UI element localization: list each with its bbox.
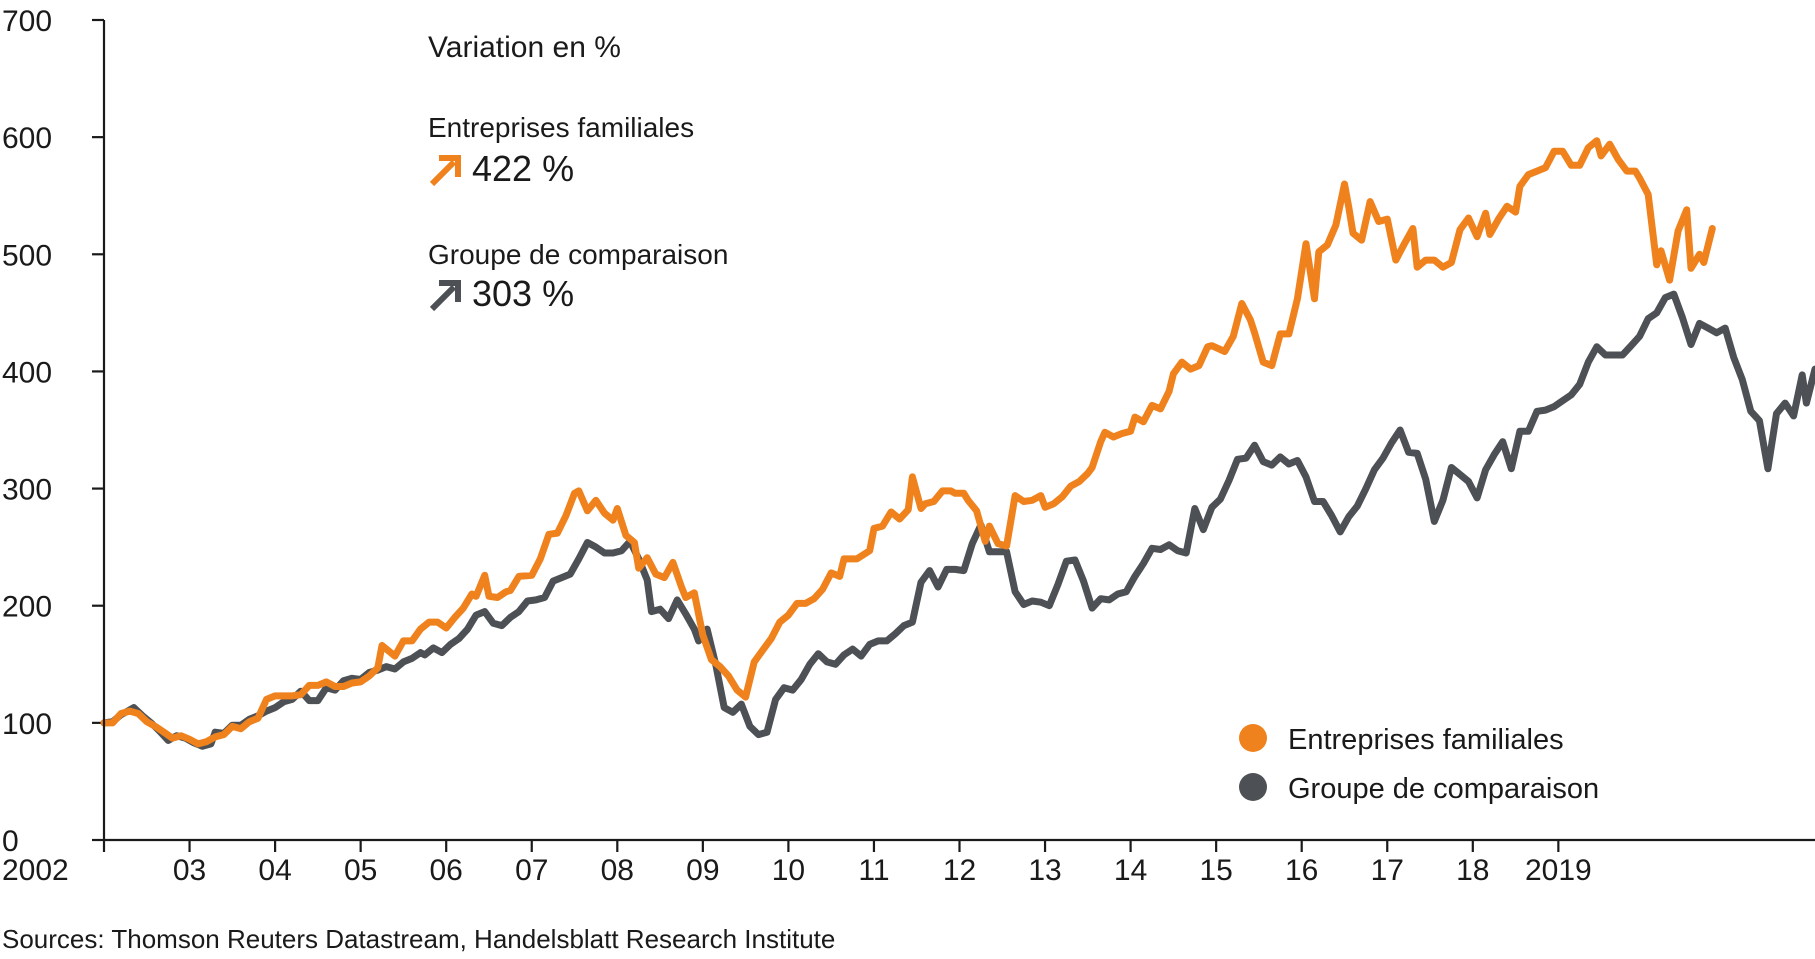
legend-marker-comparison <box>1239 773 1267 801</box>
x-tick-label: 11 <box>858 854 889 887</box>
x-tick-label: 18 <box>1456 854 1489 887</box>
x-tick-label: 07 <box>515 854 548 887</box>
y-tick-label: 300 <box>2 474 52 507</box>
x-tick-label: 12 <box>943 854 976 887</box>
series-line-family <box>100 137 1716 748</box>
x-tick-label: 16 <box>1285 854 1318 887</box>
x-tick-label: 13 <box>1028 854 1061 887</box>
comparison-label: Groupe de comparaison <box>428 239 728 270</box>
y-tick-label: 0 <box>2 825 19 858</box>
y-tick-label: 200 <box>2 591 52 624</box>
legend-marker-family <box>1239 724 1267 752</box>
legend-label-family: Entreprises familiales <box>1288 724 1564 756</box>
x-tick-label: 05 <box>344 854 377 887</box>
source-note: Sources: Thomson Reuters Datastream, Han… <box>2 924 836 954</box>
x-tick-label: 04 <box>258 854 291 887</box>
x-tick-label: 15 <box>1199 854 1232 887</box>
y-tick-label: 500 <box>2 239 52 272</box>
x-tick-label: 09 <box>686 854 719 887</box>
y-tick-label: 400 <box>2 356 52 389</box>
legend-label-comparison: Groupe de comparaison <box>1288 773 1599 805</box>
arrow-up-right-icon <box>429 155 461 187</box>
x-tick-label: 10 <box>772 854 805 887</box>
x-tick-label: 2002 <box>2 854 69 887</box>
y-tick-label: 700 <box>2 5 52 38</box>
y-tick-label: 100 <box>2 708 52 741</box>
x-tick-label: 14 <box>1114 854 1147 887</box>
x-tick-label: 08 <box>601 854 634 887</box>
comparison-change-value: 303 % <box>472 273 574 314</box>
x-tick-label: 2019 <box>1525 854 1592 887</box>
x-tick-label: 03 <box>173 854 206 887</box>
x-tick-label: 17 <box>1371 854 1404 887</box>
family-label: Entreprises familiales <box>428 112 694 143</box>
x-tick-label: 06 <box>430 854 463 887</box>
y-axis-ticks: 0 100 200 300 400 500 600 700 <box>2 5 104 858</box>
chart-heading: Variation en % <box>428 31 621 64</box>
legend: Entreprises familiales Groupe de compara… <box>1239 724 1599 805</box>
y-tick-label: 600 <box>2 122 52 155</box>
family-change-value: 422 % <box>472 148 574 189</box>
series-line-comparison <box>100 290 1815 750</box>
series-lines <box>100 137 1815 750</box>
arrow-up-right-icon <box>429 280 461 312</box>
x-axis-ticks: 2002 03 04 05 06 07 08 09 10 11 12 13 14 15 16 17 18 2019 <box>2 840 1592 887</box>
